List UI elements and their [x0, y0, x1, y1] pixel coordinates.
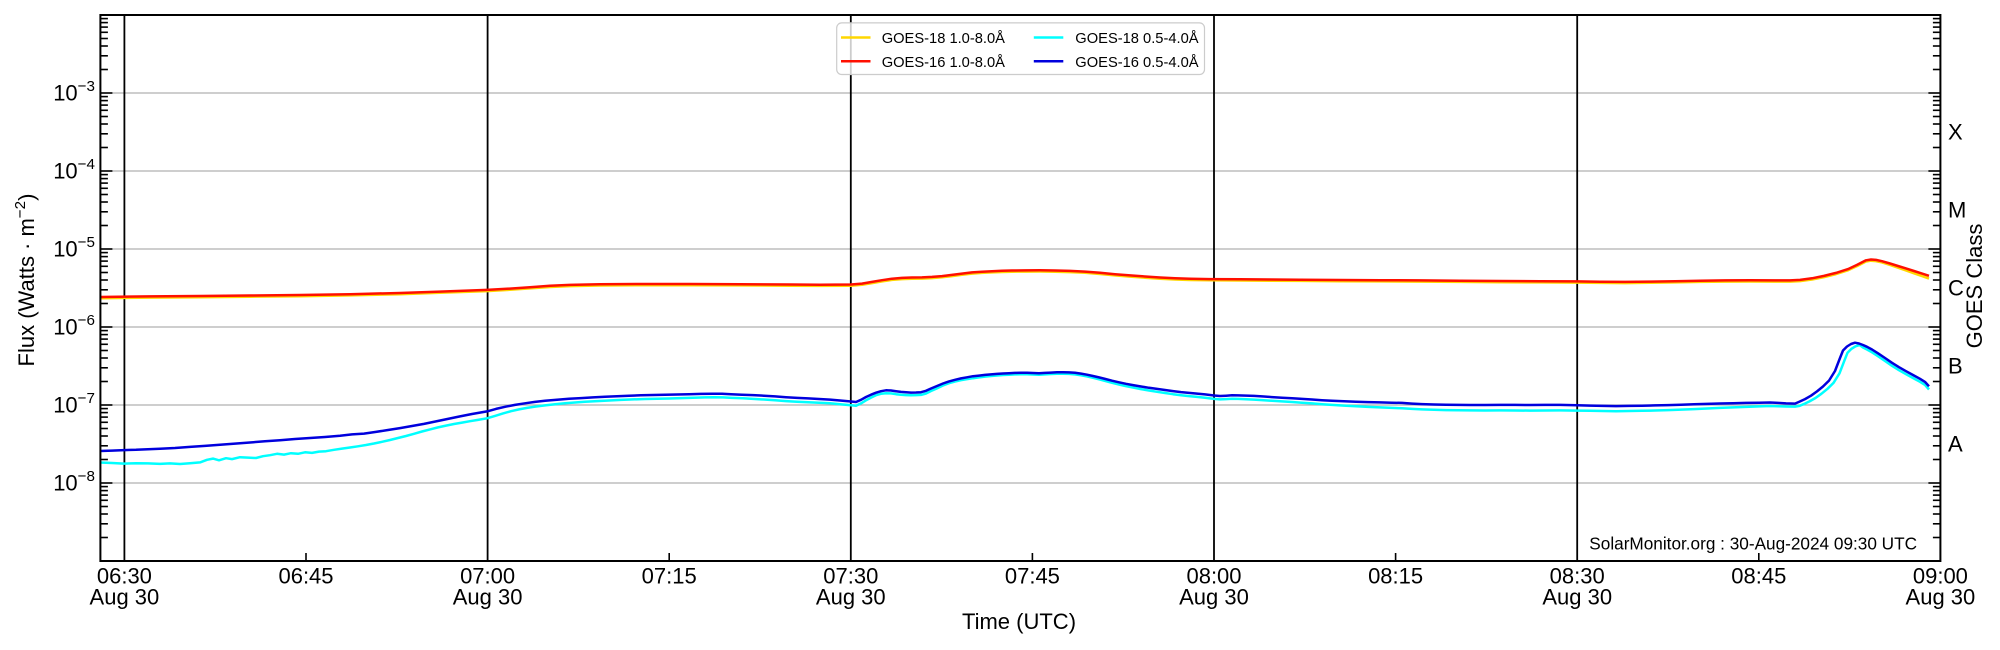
svg-text:09:00: 09:00	[1913, 564, 1968, 589]
svg-text:07:45: 07:45	[1005, 564, 1060, 589]
svg-text:A: A	[1948, 432, 1963, 457]
svg-text:08:30: 08:30	[1550, 564, 1605, 589]
svg-text:08:15: 08:15	[1368, 564, 1423, 589]
svg-text:10−4: 10−4	[53, 156, 95, 184]
svg-text:GOES Class: GOES Class	[1962, 224, 1987, 349]
svg-text:Aug 30: Aug 30	[1542, 585, 1612, 610]
svg-text:Time (UTC): Time (UTC)	[962, 609, 1076, 634]
svg-text:07:30: 07:30	[823, 564, 878, 589]
svg-text:Aug 30: Aug 30	[1179, 585, 1249, 610]
svg-text:Aug 30: Aug 30	[1906, 585, 1976, 610]
svg-text:GOES-18 0.5-4.0Å: GOES-18 0.5-4.0Å	[1075, 30, 1198, 47]
svg-text:C: C	[1948, 276, 1964, 301]
svg-text:Aug 30: Aug 30	[90, 585, 160, 610]
svg-text:08:00: 08:00	[1186, 564, 1241, 589]
svg-text:06:45: 06:45	[278, 564, 333, 589]
svg-text:SolarMonitor.org : 30-Aug-2024: SolarMonitor.org : 30-Aug-2024 09:30 UTC	[1589, 534, 1917, 554]
svg-text:X: X	[1948, 120, 1963, 145]
svg-text:M: M	[1948, 198, 1966, 223]
svg-text:Aug 30: Aug 30	[453, 585, 523, 610]
svg-text:07:00: 07:00	[460, 564, 515, 589]
svg-text:GOES-16 1.0-8.0Å: GOES-16 1.0-8.0Å	[882, 54, 1005, 71]
svg-text:GOES-18 1.0-8.0Å: GOES-18 1.0-8.0Å	[882, 30, 1005, 47]
svg-text:Flux (Watts · m−2): Flux (Watts · m−2)	[12, 194, 39, 367]
svg-text:06:30: 06:30	[97, 564, 152, 589]
svg-text:10−6: 10−6	[53, 312, 95, 340]
svg-text:07:15: 07:15	[642, 564, 697, 589]
svg-text:GOES-16 0.5-4.0Å: GOES-16 0.5-4.0Å	[1075, 54, 1198, 71]
svg-text:08:45: 08:45	[1731, 564, 1786, 589]
svg-text:Aug 30: Aug 30	[816, 585, 886, 610]
svg-text:B: B	[1948, 354, 1963, 379]
